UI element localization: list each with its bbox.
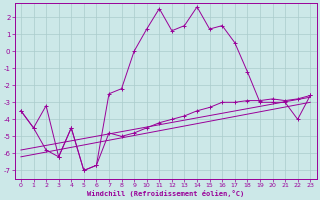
X-axis label: Windchill (Refroidissement éolien,°C): Windchill (Refroidissement éolien,°C) xyxy=(87,190,244,197)
